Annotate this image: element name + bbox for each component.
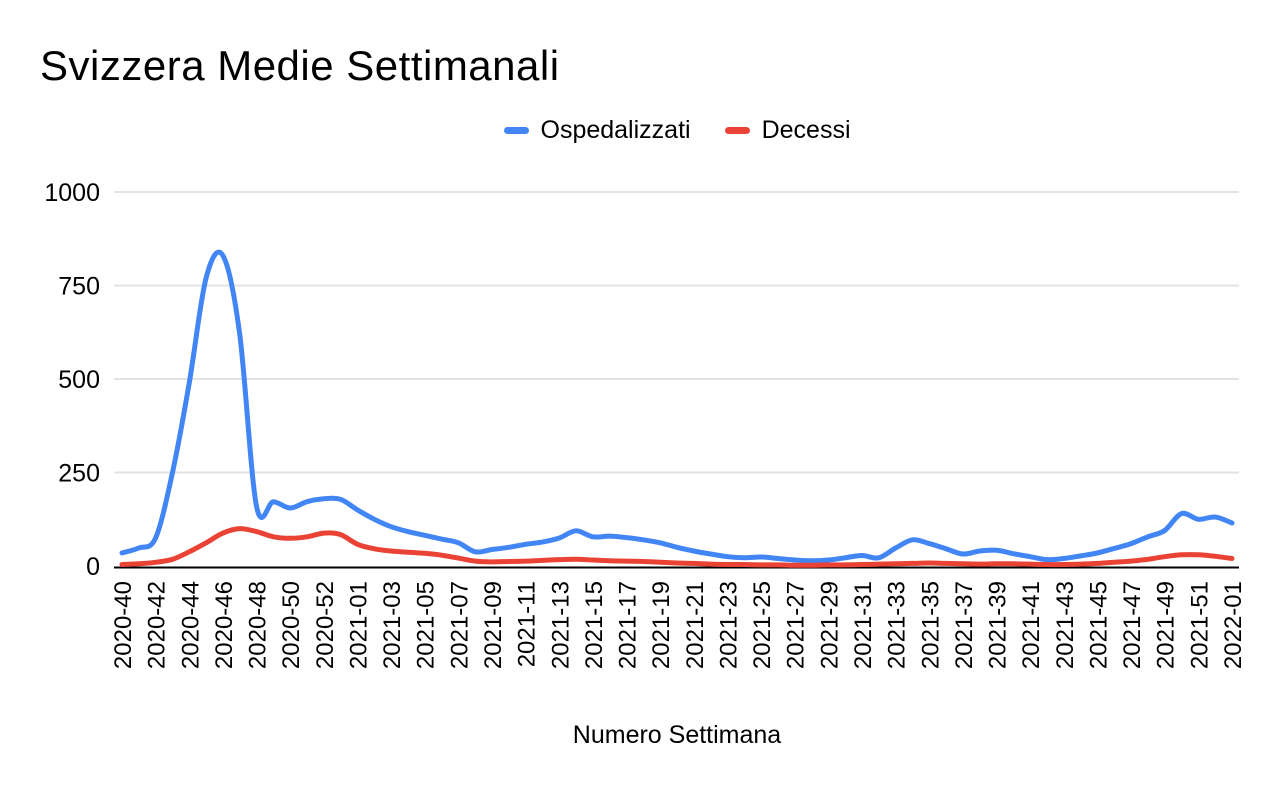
x-axis-tick-label: 2021-05 [413,581,440,669]
y-axis-tick-label: 750 [58,273,100,301]
ospedalizzati-line [119,249,1235,564]
x-axis-tick-label: 2021-33 [884,581,911,669]
legend-item-ospedalizzati: Ospedalizzati [503,116,691,145]
x-axis-tick-label: 2021-01 [345,581,372,669]
x-axis-tick-label: 2020-44 [177,581,204,669]
x-axis-tick-label: 2021-17 [615,581,642,669]
x-axis-tick-label: 2021-39 [985,581,1012,669]
decessi-dash-icon [724,127,750,134]
x-axis-tick-label: 2021-13 [547,581,574,669]
x-axis-tick-label: 2021-35 [917,581,944,669]
x-axis-tick-label: 2021-19 [648,581,675,669]
x-axis-tick-label: 2021-25 [749,581,776,669]
decessi-line [119,526,1235,568]
x-axis-tick-label: 2020-52 [312,581,339,669]
x-axis-tick-label: 2021-27 [783,581,810,669]
y-axis-tick-label: 500 [58,366,100,394]
x-axis-title: Numero Settimana [572,721,782,749]
y-axis-tick-label: 250 [58,460,100,488]
y-axis-tick-label: 0 [86,553,100,581]
x-axis-tick-label: 2021-09 [480,581,507,669]
x-axis-tick-label: 2020-46 [211,581,238,669]
x-axis-tick-label: 2022-01 [1220,581,1247,669]
x-axis-tick-label: 2021-45 [1085,581,1112,669]
legend-label-decessi: Decessi [761,116,851,144]
x-axis-tick-label: 2021-47 [1119,581,1146,669]
x-axis-tick-label: 2021-49 [1153,581,1180,669]
x-axis-tick-label: 2021-51 [1186,581,1213,669]
x-axis-tick-label: 2021-23 [715,581,742,669]
x-axis-tick-label: 2021-41 [1018,581,1045,669]
x-axis-tick-label: 2021-37 [951,581,978,669]
x-axis-tick-label: 2021-43 [1052,581,1079,669]
legend: Ospedalizzati Decessi [114,116,1240,145]
ospedalizzati-dash-icon [503,127,529,134]
x-axis-tick-label: 2020-40 [110,581,137,669]
x-axis-tick-label: 2020-48 [245,581,272,669]
y-axis-tick-label: 1000 [44,179,100,207]
x-axis-tick-label: 2021-29 [816,581,843,669]
x-axis-tick-label: 2021-15 [581,581,608,669]
legend-item-decessi: Decessi [724,116,851,145]
chart-title: Svizzera Medie Settimanali [40,42,560,89]
x-axis-tick-label: 2021-03 [379,581,406,669]
x-axis-tick-label: 2021-11 [514,581,541,667]
x-axis-tick-label: 2020-42 [144,581,171,669]
legend-label-ospedalizzati: Ospedalizzati [540,116,691,144]
x-axis-tick-label: 2021-21 [682,581,709,669]
x-axis-tick-label: 2021-31 [850,581,877,669]
x-axis-tick-label: 2020-50 [278,581,305,669]
x-axis-tick-label: 2021-07 [446,581,473,669]
